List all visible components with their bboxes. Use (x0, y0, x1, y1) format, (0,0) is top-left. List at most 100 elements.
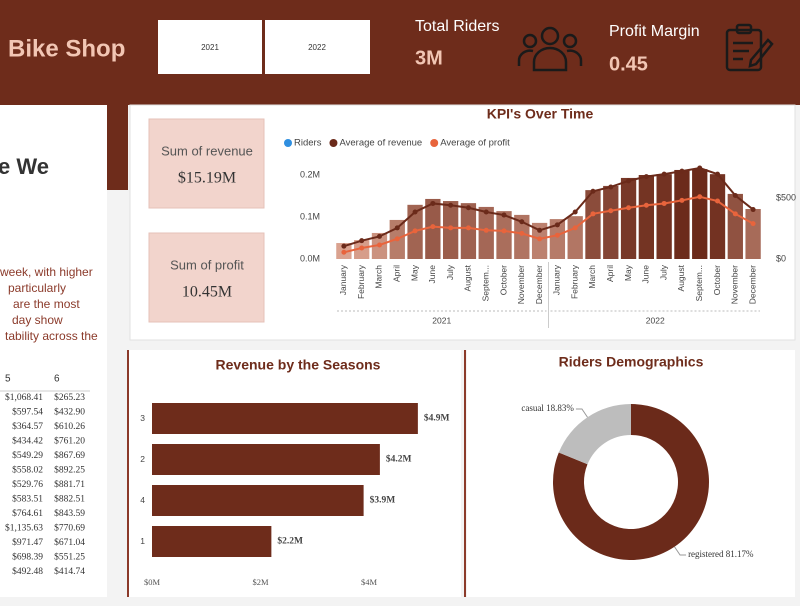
x-tick-label: July (445, 264, 455, 280)
table-cell: $558.02 (12, 465, 43, 476)
x-tick-label: May (623, 264, 633, 281)
y-tick-label: 0.1M (300, 211, 320, 221)
bar (152, 403, 418, 434)
line-marker (376, 242, 382, 248)
side-heading: e We (0, 154, 49, 179)
line-marker (430, 224, 436, 230)
line-marker (750, 207, 756, 213)
line-marker (590, 211, 596, 217)
bar (709, 174, 726, 259)
bar (638, 175, 655, 259)
line-marker (537, 227, 543, 233)
x-tick-label: July (658, 264, 668, 280)
x-tick-label: $4M (361, 577, 378, 587)
line-marker (626, 205, 632, 211)
line-marker (359, 245, 365, 251)
x-tick-label: December (747, 265, 757, 304)
table-cell: $971.47 (12, 537, 43, 548)
x-tick-label: October (712, 265, 722, 295)
y2-tick-label: $500 (776, 192, 796, 202)
card (148, 118, 265, 209)
line-marker (608, 208, 614, 214)
bar (496, 211, 512, 259)
slicer-button[interactable] (158, 20, 262, 74)
kpi-label: Profit Margin (609, 23, 700, 40)
table-cell: $770.69 (54, 523, 85, 534)
table-cell: $597.54 (12, 407, 43, 418)
text-line: day show (12, 313, 63, 327)
slicer-button[interactable] (265, 20, 370, 74)
line-marker (590, 188, 596, 194)
bar (152, 444, 380, 475)
bar (603, 185, 619, 259)
text-line: week, with higher (0, 265, 93, 279)
line-marker (715, 171, 721, 177)
x-tick-label: June (641, 265, 651, 284)
bar (478, 206, 494, 259)
data-label: $3.9M (370, 495, 396, 506)
card (148, 232, 265, 323)
text-line: tability across the (5, 329, 98, 343)
table-cell: $761.20 (54, 436, 85, 447)
text-line: particularly (8, 281, 66, 295)
line-marker (448, 225, 454, 231)
line-marker (643, 174, 649, 180)
table-header: 5 (5, 374, 11, 385)
x-tick-label: December (534, 265, 544, 304)
table-cell: $583.51 (12, 494, 43, 505)
group-label: 2021 (432, 315, 451, 325)
line-marker (679, 197, 685, 203)
slice-value: 18.83% (546, 403, 574, 413)
line-marker (341, 249, 347, 255)
header-band (0, 0, 800, 105)
line-marker (715, 198, 721, 204)
leader-line (575, 408, 588, 418)
card-label: Sum of profit (170, 257, 244, 272)
legend-swatch (430, 139, 439, 147)
x-tick-label: January (552, 264, 562, 295)
bar (549, 219, 566, 259)
group-label: 2022 (646, 315, 665, 325)
line-marker (412, 209, 418, 215)
bar (745, 209, 761, 259)
table-cell: $881.71 (54, 479, 85, 490)
x-tick-label: June (427, 265, 437, 284)
chart-title: Riders Demographics (559, 354, 704, 370)
x-tick-label: February (569, 264, 579, 299)
x-tick-label: August (676, 264, 686, 291)
table-cell: $529.76 (12, 479, 43, 490)
table-cell: $610.26 (54, 421, 85, 432)
line-marker (519, 219, 525, 225)
table-cell: $867.69 (54, 450, 85, 461)
bar (620, 177, 637, 259)
slicer-label[interactable]: 2022 (308, 43, 326, 52)
bar (514, 214, 530, 259)
x-tick-label: August (463, 264, 473, 291)
legend-label: Average of revenue (339, 138, 422, 149)
kpi-value: 0.45 (609, 53, 648, 75)
side-table: 5 6 $1,068.41 $265.23 $597.54 $432.90 $364.57 $… (0, 374, 90, 577)
bar (152, 485, 364, 516)
x-tick-label: February (356, 264, 366, 299)
y-tick-label: 4 (140, 495, 145, 505)
line-marker (750, 221, 756, 227)
riders-icon (517, 26, 583, 72)
line-marker (679, 168, 685, 174)
slice-label: casual 18.83% (521, 403, 574, 413)
x-tick-label: $0M (144, 577, 161, 587)
table-cell: $432.90 (54, 407, 85, 418)
table-cell: $364.57 (12, 421, 43, 432)
y-tick-label: 2 (140, 454, 145, 464)
line-marker (465, 205, 471, 211)
line-marker (572, 225, 578, 231)
x-tick-label: April (605, 265, 615, 282)
x-tick-label: November (730, 265, 740, 304)
table-cell: $843.59 (54, 508, 85, 519)
bar (460, 203, 477, 259)
line-marker (608, 184, 614, 190)
slicer-label[interactable]: 2021 (201, 43, 219, 52)
line-marker (501, 228, 507, 234)
line (343, 167, 754, 248)
y-tick-label: 3 (140, 413, 145, 423)
line-marker (465, 225, 471, 231)
